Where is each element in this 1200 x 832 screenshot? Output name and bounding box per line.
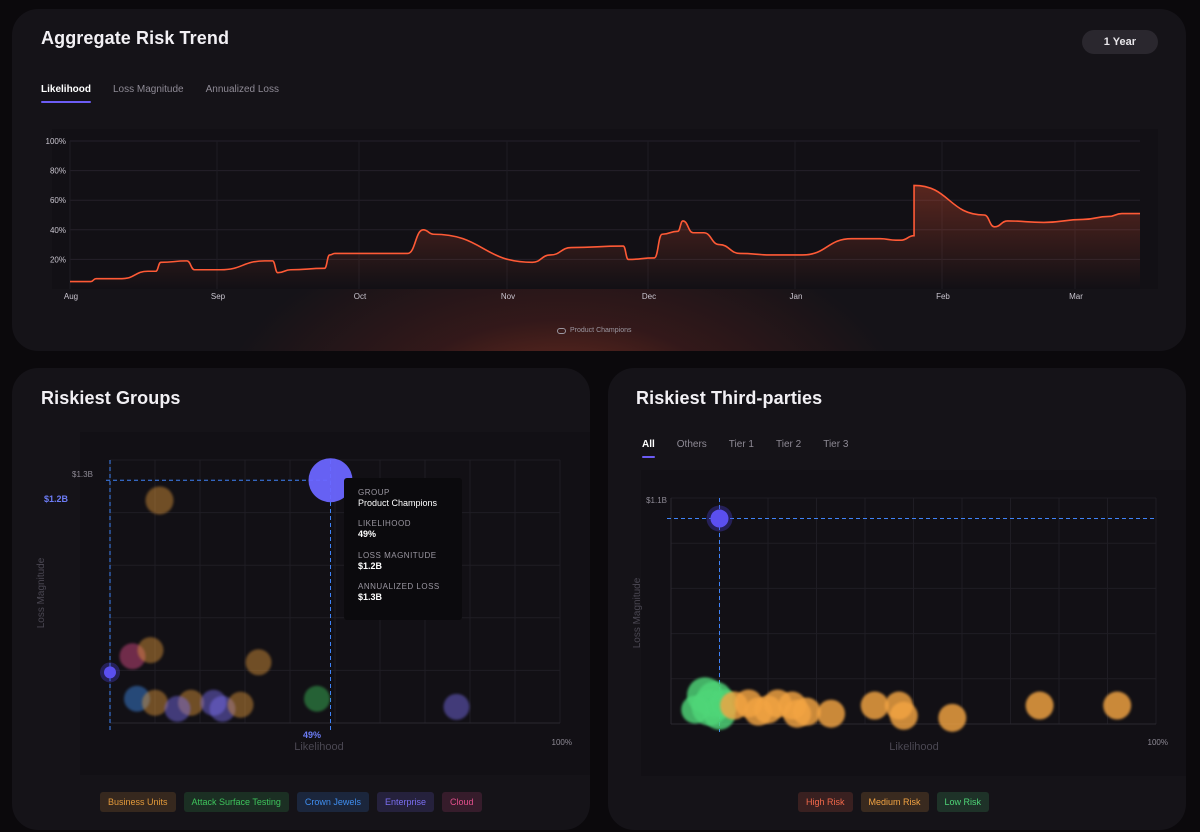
trend-x-tick: Dec (642, 292, 656, 301)
trend-x-tick: Oct (354, 292, 367, 301)
scatter-point (304, 685, 330, 712)
groups-legend: Business Units Attack Surface Testing Crow… (100, 792, 482, 812)
tab-all[interactable]: All (642, 439, 655, 458)
legend-item[interactable]: Medium Risk (860, 792, 929, 812)
trend-area (70, 185, 1140, 289)
trend-x-tick: Jan (790, 292, 803, 301)
legend-item[interactable]: Low Risk (936, 792, 990, 812)
scatter-point-highlight (308, 458, 353, 503)
toggle-icon (557, 327, 566, 334)
scatter-point (860, 691, 889, 720)
tab-likelihood[interactable]: Likelihood (41, 84, 91, 103)
legend-item[interactable]: Enterprise (376, 792, 434, 812)
parties-y-top-label: $1.1B (646, 496, 667, 505)
tab-tier-2[interactable]: Tier 2 (776, 439, 802, 450)
groups-y-axis-title: Loss Magnitude (36, 557, 47, 628)
groups-x-highlight-label: 49% (303, 730, 321, 740)
groups-title: Riskiest Groups (41, 388, 181, 408)
groups-x-end-label: 100% (552, 738, 572, 747)
trend-y-tick: 80% (50, 167, 66, 176)
legend-item[interactable]: Attack Surface Testing (183, 792, 289, 812)
scatter-point (164, 695, 191, 722)
scatter-point (142, 689, 168, 716)
tab-others[interactable]: Others (676, 439, 707, 450)
groups-y-highlight-label: $1.2B (44, 494, 69, 504)
trend-legend[interactable]: Product Champions (557, 327, 631, 334)
scatter-point (227, 691, 254, 718)
tooltip-loss-label: LOSS MAGNITUDE (358, 550, 437, 560)
scatter-point (1025, 691, 1054, 720)
scatter-point (137, 637, 164, 664)
group-tooltip: GROUP Product Champions LIKELIHOOD 49% L… (344, 478, 462, 620)
tooltip-likelihood-label: LIKELIHOOD (358, 519, 412, 529)
scatter-point (443, 693, 470, 720)
tooltip-annual-value: $1.3B (358, 591, 383, 602)
tab-tier-1[interactable]: Tier 1 (728, 439, 754, 450)
trend-tabs: Likelihood Loss Magnitude Annualized Los… (41, 84, 279, 103)
legend-item[interactable]: Crown Jewels (296, 792, 369, 812)
trend-y-tick: 40% (50, 226, 66, 235)
scatter-point (817, 699, 846, 728)
scatter-point (938, 703, 967, 732)
tab-tier-3[interactable]: Tier 3 (823, 439, 849, 450)
trend-line-chart: 100% 80% 60% 40% 20% Aug Sep Oct Nov Dec Jan Feb Mar (46, 129, 1158, 301)
scatter-point (792, 697, 821, 726)
trend-y-tick: 60% (50, 196, 66, 205)
tab-loss-magnitude[interactable]: Loss Magnitude (113, 84, 184, 95)
scatter-point-highlight (104, 666, 116, 679)
scatter-point (681, 695, 710, 724)
period-button[interactable]: 1 Year (1081, 30, 1158, 54)
trend-x-tick: Sep (211, 292, 226, 301)
parties-y-axis-title: Loss Magnitude (632, 577, 643, 648)
legend-item[interactable]: High Risk (798, 792, 853, 812)
parties-x-axis-title: Likelihood (889, 741, 939, 753)
parties-x-end-label: 100% (1148, 738, 1168, 747)
riskiest-groups-card: Riskiest Groups $1.3B $1.2B 49% Likelihood 1… (12, 368, 590, 830)
trend-y-tick: 100% (46, 137, 66, 146)
trend-x-tick: Nov (501, 292, 515, 301)
tooltip-likelihood-value: 49% (358, 529, 377, 540)
scatter-point (889, 701, 918, 730)
riskiest-third-parties-card: Riskiest Third-parties All Others Tier 1… (608, 368, 1186, 830)
groups-y-top-label: $1.3B (72, 470, 93, 479)
trend-series-line (70, 184, 1140, 283)
scatter-point-highlight (710, 509, 729, 528)
trend-legend-label: Product Champions (570, 327, 632, 334)
parties-legend: High Risk Medium Risk Low Risk (798, 792, 990, 812)
trend-x-tick: Mar (1069, 292, 1083, 301)
scatter-point (245, 649, 272, 676)
legend-item[interactable]: Business Units (100, 792, 176, 812)
legend-item[interactable]: Cloud (441, 792, 482, 812)
scatter-point (145, 486, 174, 515)
trend-title: Aggregate Risk Trend (41, 28, 230, 48)
tab-annualized-loss[interactable]: Annualized Loss (205, 84, 279, 95)
trend-x-tick: Feb (936, 292, 950, 301)
scatter-point (1103, 691, 1132, 720)
tooltip-group-value: Product Champions (358, 498, 438, 508)
aggregate-risk-trend-card: Aggregate Risk Trend 1 Year Likelihood L… (12, 9, 1186, 351)
groups-x-axis-title: Likelihood (294, 741, 344, 753)
tooltip-group-label: GROUP (358, 488, 390, 497)
trend-y-tick: 20% (50, 255, 66, 264)
parties-scatter-chart: $1.1B Likelihood 100% Loss Magnitude (632, 470, 1186, 776)
trend-x-tick: Aug (64, 292, 78, 301)
tooltip-annual-label: ANNUALIZED LOSS (358, 581, 440, 591)
parties-tabs: All Others Tier 1 Tier 2 Tier 3 (642, 439, 848, 458)
tooltip-loss-value: $1.2B (358, 560, 383, 571)
parties-title: Riskiest Third-parties (636, 388, 823, 408)
